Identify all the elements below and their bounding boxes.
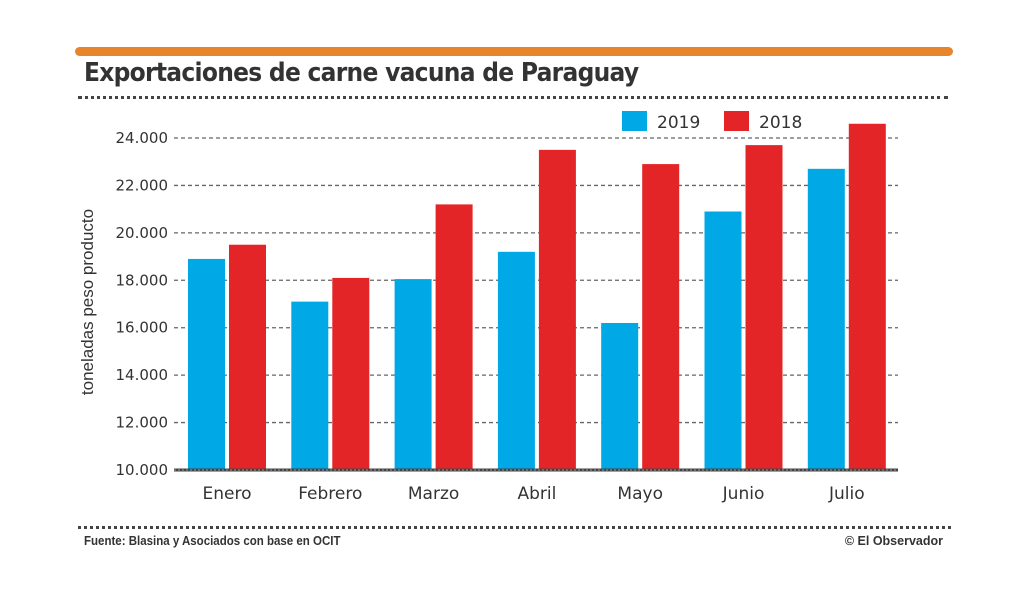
bar-2019-abril xyxy=(497,251,535,470)
bar-2018-enero xyxy=(229,244,266,470)
y-tick-label: 16.000 xyxy=(116,319,169,337)
bar-2018-marzo xyxy=(435,204,473,470)
x-tick-label: Mayo xyxy=(617,484,663,504)
y-tick-label: 14.000 xyxy=(116,366,169,384)
bar-2018-abril xyxy=(538,149,576,470)
legend-swatch-2018 xyxy=(724,111,749,131)
bar-2019-junio xyxy=(704,211,742,470)
legend-label-2018: 2018 xyxy=(759,113,802,133)
bar-2019-julio xyxy=(807,168,845,471)
header-accent-bar xyxy=(75,47,953,56)
source-note: Fuente: Blasina y Asociados con base en … xyxy=(84,534,341,548)
title-divider xyxy=(78,96,948,99)
bar-2018-julio xyxy=(848,123,886,471)
y-tick-label: 18.000 xyxy=(116,271,169,289)
x-tick-label: Junio xyxy=(722,484,765,504)
bar-2018-mayo xyxy=(642,164,680,471)
bar-2019-enero xyxy=(188,258,225,470)
x-tick-label: Abril xyxy=(517,484,556,504)
bar-2019-mayo xyxy=(601,322,639,470)
x-tick-label: Enero xyxy=(203,484,252,504)
bar-2019-febrero xyxy=(291,301,329,470)
x-tick-label: Marzo xyxy=(408,484,459,504)
y-tick-label: 10.000 xyxy=(116,461,169,479)
chart-title: Exportaciones de carne vacuna de Paragua… xyxy=(84,58,639,88)
footer-divider xyxy=(78,526,951,529)
bar-2019-marzo xyxy=(394,279,432,470)
copyright-credit: © El Observador xyxy=(844,534,943,548)
x-tick-label: Febrero xyxy=(298,484,362,504)
y-tick-label: 24.000 xyxy=(116,129,169,147)
bar-2018-febrero xyxy=(332,277,370,470)
y-tick-label: 22.000 xyxy=(116,176,169,194)
x-tick-label: Julio xyxy=(828,484,865,504)
y-tick-label: 12.000 xyxy=(116,414,169,432)
legend-swatch-2019 xyxy=(622,111,647,131)
bar-2018-junio xyxy=(745,145,783,470)
legend-label-2019: 2019 xyxy=(657,113,700,133)
y-tick-label: 20.000 xyxy=(116,224,169,242)
